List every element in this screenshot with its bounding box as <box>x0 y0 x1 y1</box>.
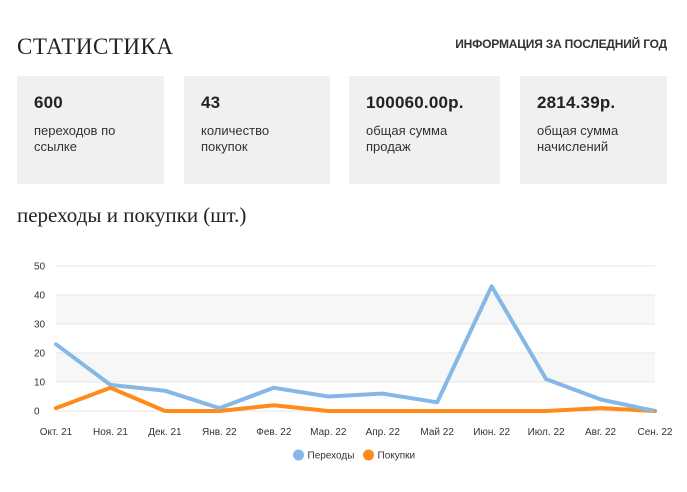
period-label: ИНФОРМАЦИЯ ЗА ПОСЛЕДНИЙ ГОД <box>455 37 667 51</box>
x-tick-label: Сен. 22 <box>638 427 673 438</box>
stat-card-purchases: 43 количество покупок <box>184 76 330 184</box>
chart-section-title: переходы и покупки (шт.) <box>17 203 247 227</box>
data-point <box>544 377 548 381</box>
stat-card-accruals-total: 2814.39р. общая сумма начислений <box>520 76 667 184</box>
y-tick-label: 50 <box>34 262 46 273</box>
series-line-Покупки <box>54 385 657 413</box>
y-tick-label: 20 <box>34 349 46 360</box>
x-tick-label: Ноя. 21 <box>93 427 128 438</box>
data-point <box>272 386 276 390</box>
data-point <box>599 397 603 401</box>
page-title: СТАТИСТИКА <box>17 34 174 59</box>
y-tick-label: 30 <box>34 320 46 331</box>
data-point <box>163 409 167 413</box>
stat-label: общая сумма начислений <box>537 123 619 154</box>
data-point <box>217 406 221 410</box>
data-point <box>108 386 112 390</box>
x-tick-label: Июн. 22 <box>473 427 510 438</box>
grid-band <box>56 295 655 324</box>
data-point <box>599 406 603 410</box>
stat-label: общая сумма продаж <box>366 123 448 154</box>
data-point <box>381 409 385 413</box>
x-tick-label: Окт. 21 <box>40 427 73 438</box>
stat-card-sales-total: 100060.00р. общая сумма продаж <box>349 76 500 184</box>
x-tick-label: Дек. 21 <box>148 427 182 438</box>
data-point <box>54 342 58 346</box>
stat-value: 100060.00р. <box>366 93 464 112</box>
data-point <box>653 409 657 413</box>
x-tick-label: Апр. 22 <box>366 427 401 438</box>
data-point <box>544 409 548 413</box>
data-point <box>326 395 330 398</box>
data-point <box>490 409 494 413</box>
x-tick-label: Янв. 22 <box>202 427 237 438</box>
line-chart: 0 10 20 30 40 50 Окт. 21 Ноя. 21 Дек. 21 Янв. 22 Ф… <box>34 262 673 462</box>
series-line-Переходы <box>54 284 657 413</box>
stat-label: переходов по ссылке <box>34 123 116 154</box>
data-point <box>108 383 112 387</box>
x-tick-label: Фев. 22 <box>256 427 292 438</box>
y-tick-label: 40 <box>34 291 46 302</box>
stat-card-clicks: 600 переходов по ссылке <box>17 76 164 184</box>
stat-value: 600 <box>34 93 63 112</box>
stat-label: количество покупок <box>201 123 270 154</box>
x-tick-label: Мар. 22 <box>310 427 347 438</box>
legend-item-label: Покупки <box>378 451 416 462</box>
x-tick-label: Авг. 22 <box>585 427 617 438</box>
data-point <box>54 406 58 410</box>
legend-swatch <box>293 449 304 461</box>
y-tick-label: 10 <box>34 378 46 389</box>
stat-value: 43 <box>201 93 221 112</box>
data-point <box>381 392 385 396</box>
data-point <box>272 403 276 407</box>
data-point <box>435 409 439 413</box>
x-tick-label: Июл. 22 <box>528 427 565 438</box>
legend-item-label: Переходы <box>308 451 355 462</box>
data-point <box>490 284 494 288</box>
data-point <box>326 409 330 413</box>
grid-band <box>56 353 655 382</box>
stats-cards: 600 переходов по ссылке 43 количество по… <box>17 76 667 184</box>
data-point <box>163 389 167 393</box>
data-point <box>217 409 221 413</box>
y-tick-label: 0 <box>34 407 40 418</box>
x-tick-label: Май 22 <box>420 427 454 438</box>
stat-value: 2814.39р. <box>537 93 616 112</box>
data-point <box>435 400 439 404</box>
legend-swatch <box>363 449 374 461</box>
